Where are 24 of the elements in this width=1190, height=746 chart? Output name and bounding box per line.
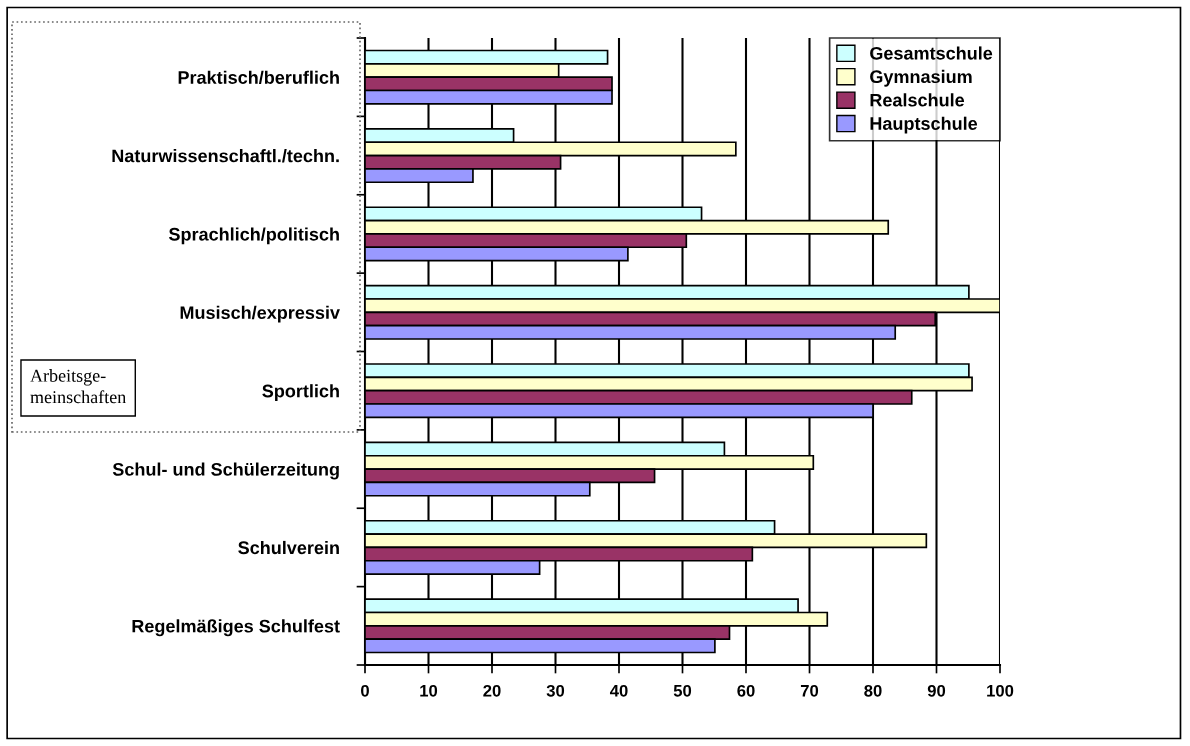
x-tick-label: 90 — [927, 684, 946, 697]
y-tick-label: Schul- und Schülerzeitung — [112, 462, 339, 480]
x-tick-label: 30 — [546, 684, 565, 697]
x-tick-label: 100 — [987, 684, 1014, 697]
y-tick-label: Schulverein — [238, 540, 339, 555]
y-tick-label: Sportlich — [262, 384, 339, 401]
x-tick-label: 10 — [420, 684, 438, 697]
x-tick-label: 70 — [800, 684, 819, 697]
y-tick-label: Regelmäßiges Schulfest — [132, 619, 340, 637]
legend-label: Gesamtschule — [870, 46, 993, 60]
x-tick-label: 0 — [361, 684, 369, 697]
legend-label: Realschule — [870, 93, 965, 107]
x-tick-label: 20 — [483, 684, 501, 697]
y-tick-label: Praktisch/beruflich — [178, 70, 339, 85]
y-tick-label: Naturwissenschaftl./techn. — [112, 149, 339, 163]
legend-label: Gymnasium — [870, 69, 972, 87]
x-tick-label: 80 — [864, 684, 882, 697]
legend-label: Hauptschule — [870, 116, 978, 134]
y-tick-label: Sprachlich/politisch — [168, 227, 339, 245]
text: Arbeitsge- meinschaften — [30, 369, 126, 404]
y-tick-label: Musisch/expressiv — [180, 305, 340, 323]
x-tick-label: 40 — [609, 684, 628, 697]
x-tick-label: 60 — [737, 684, 755, 697]
x-tick-label: 50 — [673, 684, 692, 697]
